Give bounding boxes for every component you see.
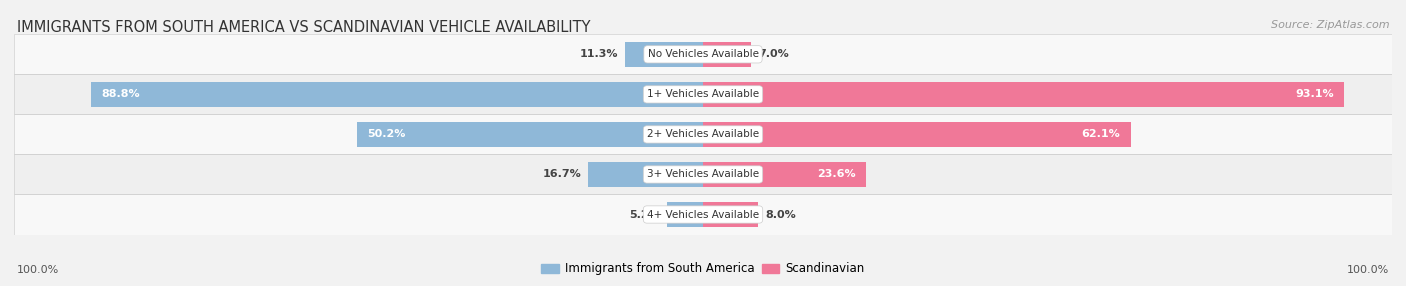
Bar xyxy=(14,74,1392,114)
Text: 100.0%: 100.0% xyxy=(17,265,59,275)
Text: 88.8%: 88.8% xyxy=(101,90,141,99)
Bar xyxy=(703,162,866,187)
Text: 62.1%: 62.1% xyxy=(1081,130,1121,139)
Bar xyxy=(14,154,1392,194)
Bar xyxy=(14,194,1392,235)
Text: 11.3%: 11.3% xyxy=(579,49,619,59)
Text: 2+ Vehicles Available: 2+ Vehicles Available xyxy=(647,130,759,139)
Bar xyxy=(703,202,758,227)
Bar xyxy=(588,162,703,187)
Text: 7.0%: 7.0% xyxy=(758,49,789,59)
Text: 1+ Vehicles Available: 1+ Vehicles Available xyxy=(647,90,759,99)
Text: 3+ Vehicles Available: 3+ Vehicles Available xyxy=(647,170,759,179)
Bar xyxy=(14,114,1392,154)
Bar xyxy=(357,122,703,147)
Bar xyxy=(14,74,1392,114)
Bar xyxy=(14,34,1392,74)
Bar xyxy=(14,114,1392,154)
Text: 16.7%: 16.7% xyxy=(543,170,581,179)
Bar xyxy=(703,42,751,67)
Bar xyxy=(14,34,1392,74)
Bar xyxy=(14,194,1392,235)
Bar xyxy=(91,82,703,107)
Legend: Immigrants from South America, Scandinavian: Immigrants from South America, Scandinav… xyxy=(537,258,869,280)
Bar xyxy=(14,154,1392,194)
Text: No Vehicles Available: No Vehicles Available xyxy=(648,49,758,59)
Text: 5.2%: 5.2% xyxy=(630,210,661,219)
Bar xyxy=(703,122,1130,147)
Bar xyxy=(703,82,1344,107)
Text: 4+ Vehicles Available: 4+ Vehicles Available xyxy=(647,210,759,219)
Text: 100.0%: 100.0% xyxy=(1347,265,1389,275)
Text: 23.6%: 23.6% xyxy=(817,170,855,179)
Bar xyxy=(668,202,703,227)
Text: Source: ZipAtlas.com: Source: ZipAtlas.com xyxy=(1271,20,1389,30)
Text: 8.0%: 8.0% xyxy=(765,210,796,219)
Text: 50.2%: 50.2% xyxy=(367,130,406,139)
Text: IMMIGRANTS FROM SOUTH AMERICA VS SCANDINAVIAN VEHICLE AVAILABILITY: IMMIGRANTS FROM SOUTH AMERICA VS SCANDIN… xyxy=(17,20,591,35)
Text: 93.1%: 93.1% xyxy=(1295,90,1334,99)
Bar xyxy=(626,42,703,67)
